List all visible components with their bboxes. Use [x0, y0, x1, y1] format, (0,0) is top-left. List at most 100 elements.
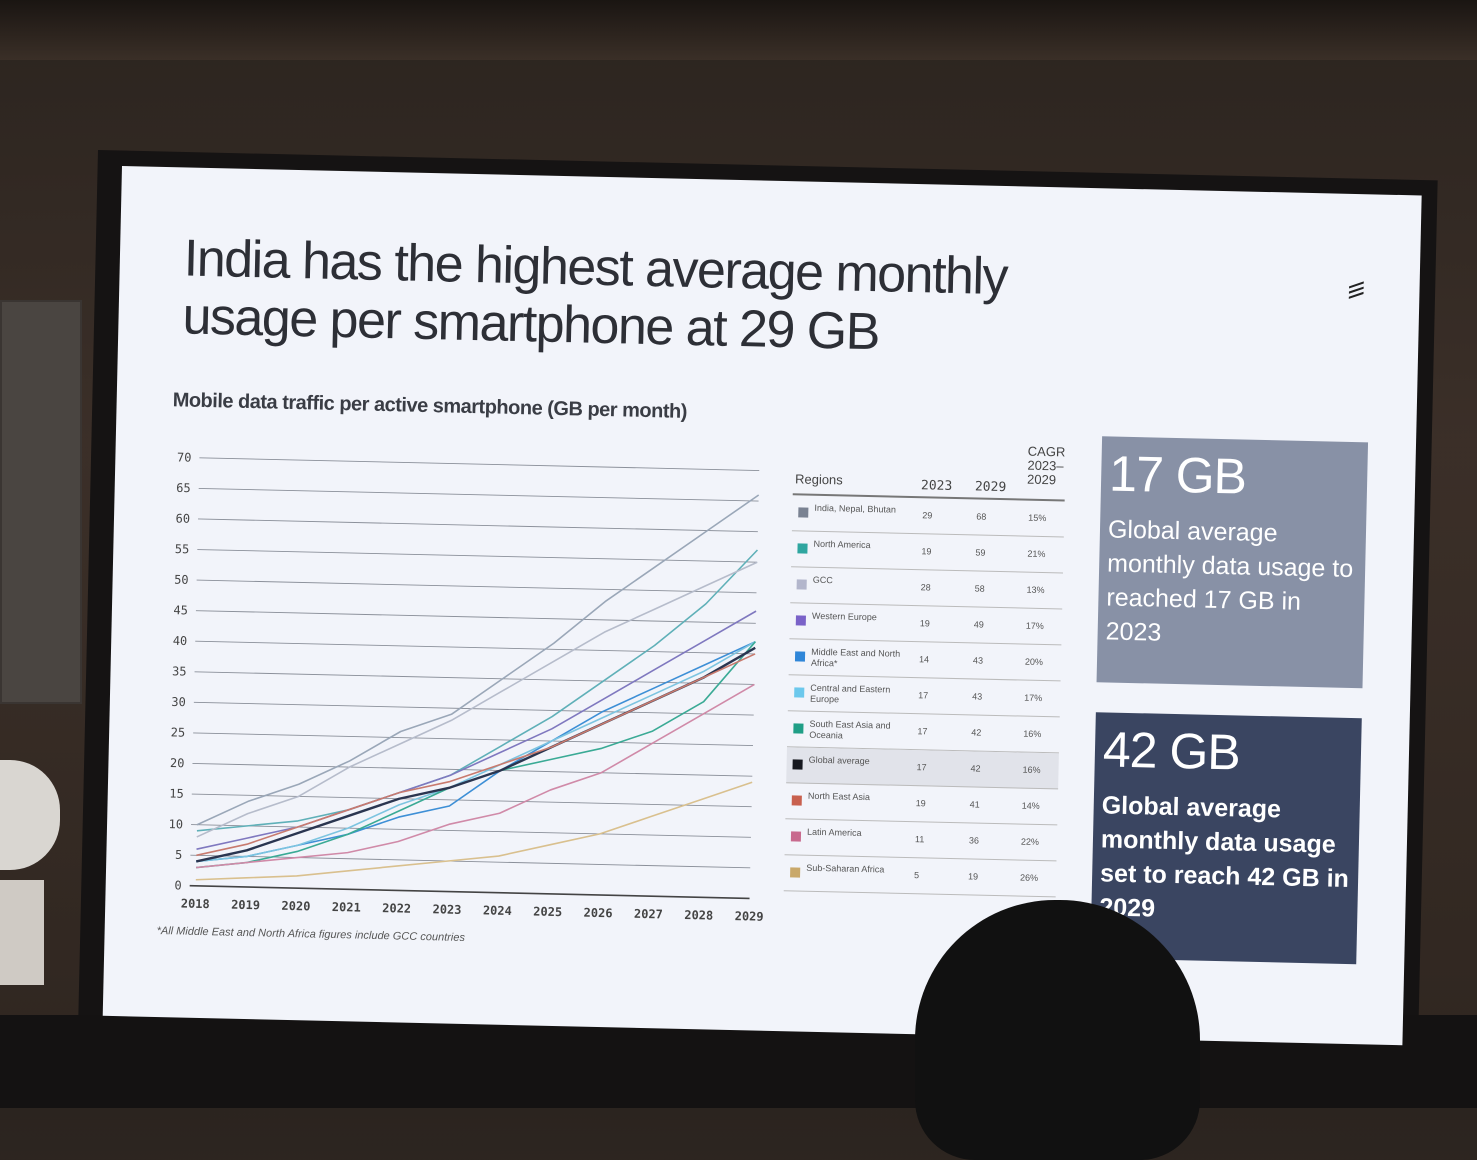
value-2023: 19: [921, 546, 932, 557]
grid-line: [194, 671, 755, 685]
stat-desc-2029: Global average monthly data usage set to…: [1099, 791, 1350, 923]
header-2029: 2029: [974, 479, 1007, 496]
grid-line: [193, 732, 754, 747]
region-name: Western Europe: [811, 610, 877, 623]
value-2029: 43: [972, 691, 983, 702]
value-2029: 36: [968, 835, 980, 846]
value-2029: 49: [973, 619, 984, 630]
header-cagr-line-3: 2029: [1026, 471, 1057, 488]
header-regions: Regions: [794, 471, 843, 488]
grid-line: [191, 824, 751, 838]
y-tick-label: 35: [172, 664, 187, 678]
audience-head: [915, 900, 1200, 1160]
table-row: India, Nepal, Bhutan 29 68 15%: [791, 495, 1065, 538]
x-tick-label: 2023: [432, 902, 461, 917]
value-2023: 17: [918, 690, 929, 701]
x-tick-label: 2018: [181, 897, 210, 912]
x-tick-label: 2027: [634, 907, 663, 922]
series-line: [196, 494, 760, 826]
grid-line: [191, 793, 752, 808]
y-tick-label: 5: [175, 848, 183, 862]
table-row: Global average 17 42 16%: [786, 747, 1059, 790]
value-2023: 5: [914, 870, 920, 881]
grid-line: [198, 487, 759, 502]
value-cagr: 16%: [1022, 764, 1041, 775]
grid-line: [199, 457, 760, 471]
value-cagr: 22%: [1020, 836, 1040, 847]
region-name: North East Asia: [807, 790, 871, 803]
y-tick-label: 50: [174, 573, 189, 587]
value-cagr: 17%: [1025, 620, 1044, 632]
x-tick-label: 2021: [332, 900, 361, 915]
table-row: Sub-Saharan Africa 5 19 26%: [783, 855, 1057, 898]
y-tick-label: 65: [176, 481, 191, 495]
legend-swatch: [790, 867, 801, 878]
table-row: North America 19 59 21%: [791, 531, 1064, 574]
series-line: [196, 640, 756, 863]
series-line: [196, 641, 756, 869]
series-line: [195, 781, 753, 881]
value-2023: 17: [916, 762, 927, 773]
value-cagr: 15%: [1028, 512, 1047, 524]
table-row: Latin America 11 36 22%: [784, 819, 1058, 862]
grid-line: [189, 884, 750, 900]
value-2023: 14: [918, 654, 930, 665]
value-2029: 41: [969, 799, 980, 810]
y-tick-label: 25: [171, 725, 186, 739]
table-row: GCC 28 58 13%: [790, 567, 1063, 610]
grid-line: [195, 610, 756, 624]
series-line: [196, 549, 759, 832]
x-tick-label: 2025: [533, 905, 562, 920]
y-tick-label: 55: [175, 542, 190, 556]
region-name: Latin America: [806, 826, 862, 838]
value-2029: 68: [976, 511, 987, 522]
series-line: [196, 610, 757, 850]
header-2023: 2023: [920, 478, 953, 494]
wall-panel: [0, 300, 82, 704]
value-cagr: 16%: [1023, 728, 1042, 740]
y-tick-label: 60: [175, 511, 190, 525]
legend-swatch: [792, 759, 803, 770]
grid-line: [198, 518, 758, 533]
slide-title: India has the highest average monthly us…: [182, 229, 1008, 364]
grid-line: [196, 579, 757, 594]
legend-swatch: [797, 543, 808, 554]
value-2029: 43: [972, 655, 984, 666]
grid-line: [192, 763, 753, 777]
series-line: [196, 683, 755, 869]
region-name: Middle East and North Africa*: [810, 646, 901, 669]
regions-table: Regions 2023 2029 CAGR 2023– 2029 India,…: [783, 435, 1066, 898]
value-2023: 17: [917, 726, 928, 737]
chart-title: Mobile data traffic per active smartphon…: [172, 389, 688, 423]
y-tick-label: 45: [173, 603, 188, 617]
value-2023: 19: [919, 618, 930, 629]
region-name: GCC: [812, 574, 833, 586]
value-2023: 11: [914, 834, 925, 845]
legend-swatch: [791, 795, 802, 806]
stat-value-2023: 17 GB: [1108, 445, 1247, 505]
y-tick-label: 15: [169, 787, 184, 801]
ericsson-logo-icon: ≡: [1347, 271, 1366, 311]
grid-line: [190, 854, 751, 869]
value-cagr: 17%: [1024, 692, 1043, 704]
value-cagr: 14%: [1021, 800, 1040, 811]
x-tick-label: 2019: [231, 898, 260, 913]
legend-swatch: [795, 615, 806, 626]
value-cagr: 21%: [1027, 548, 1046, 560]
series-line: [196, 640, 756, 863]
x-tick-label: 2024: [483, 903, 512, 918]
region-name: Global average: [808, 754, 870, 767]
table-row: South East Asia and Oceania 17 42 16%: [786, 711, 1060, 754]
header-cagr: CAGR 2023– 2029: [1026, 444, 1066, 488]
table-row: Western Europe 19 49 17%: [789, 603, 1063, 646]
x-tick-label: 2022: [382, 901, 411, 916]
wall-outlet: [0, 880, 44, 985]
table-body: India, Nepal, Bhutan 29 68 15% North America…: [783, 495, 1065, 898]
region-name: Sub-Saharan Africa: [806, 862, 885, 875]
grid-line: [193, 701, 754, 716]
legend-swatch: [794, 687, 805, 698]
value-2023: 28: [920, 582, 931, 593]
legend-swatch: [794, 651, 806, 662]
y-tick-label: 70: [177, 450, 192, 464]
